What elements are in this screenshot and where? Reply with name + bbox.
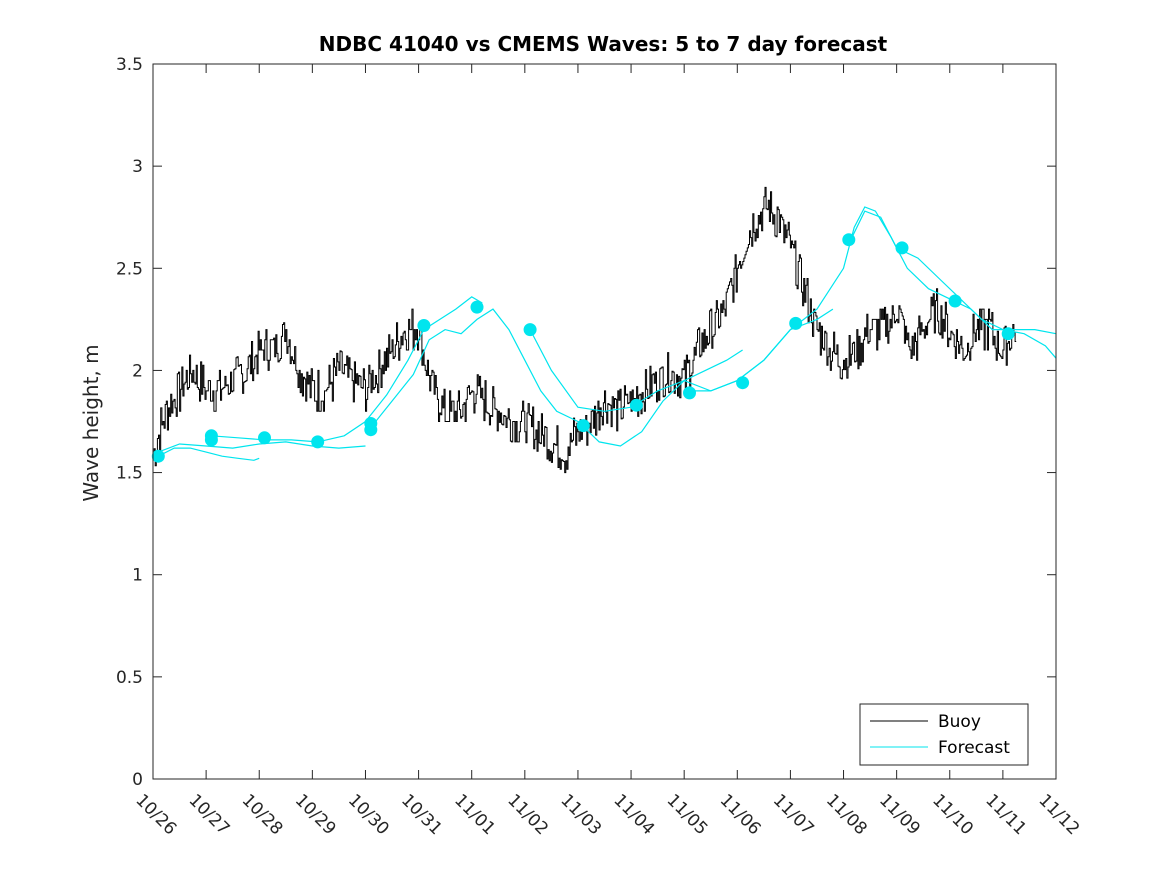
- forecast-marker: [417, 319, 431, 332]
- forecast-marker: [311, 435, 325, 449]
- forecast-marker: [1001, 327, 1015, 341]
- forecast-marker: [258, 431, 271, 445]
- y-tick-label: 3: [132, 157, 143, 177]
- y-tick-label: 0.5: [116, 668, 143, 688]
- legend-forecast-label: Forecast: [938, 738, 1010, 758]
- forecast-series-line-6: [848, 210, 1057, 359]
- forecast-series-line-0: [158, 447, 260, 461]
- legend-box: [859, 703, 1029, 766]
- forecast-marker: [948, 294, 962, 308]
- y-tick-label: 1: [132, 566, 143, 586]
- forecast-marker: [523, 323, 537, 337]
- forecast-marker: [789, 316, 803, 330]
- legend-buoy-label: Buoy: [938, 712, 981, 732]
- y-tick-label: 3.5: [116, 55, 143, 75]
- y-axis-label: Wave height, m: [79, 344, 103, 501]
- forecast-marker: [576, 419, 590, 433]
- axes-frame: [152, 63, 1057, 780]
- forecast-marker: [895, 241, 909, 255]
- y-tick-label: 1.5: [116, 464, 143, 484]
- forecast-series-line-5: [689, 308, 834, 392]
- forecast-marker: [736, 376, 750, 390]
- forecast-marker: [629, 398, 643, 412]
- legend: Buoy Forecast: [859, 703, 1029, 766]
- forecast-marker: [204, 433, 218, 447]
- forecast-series-line-1: [158, 441, 366, 453]
- chart-title: NDBC 41040 vs CMEMS Waves: 5 to 7 day fo…: [319, 32, 888, 56]
- plot-area: [151, 186, 1057, 474]
- y-tick-label: 2: [132, 361, 143, 381]
- forecast-marker: [842, 233, 856, 247]
- forecast-series-line-3: [370, 308, 743, 447]
- y-tick-label: 2.5: [116, 259, 143, 279]
- forecast-marker: [151, 449, 165, 463]
- forecast-marker: [364, 423, 378, 437]
- forecast-marker: [470, 300, 484, 314]
- y-tick-label: 0: [132, 770, 143, 790]
- forecast-marker: [683, 386, 696, 400]
